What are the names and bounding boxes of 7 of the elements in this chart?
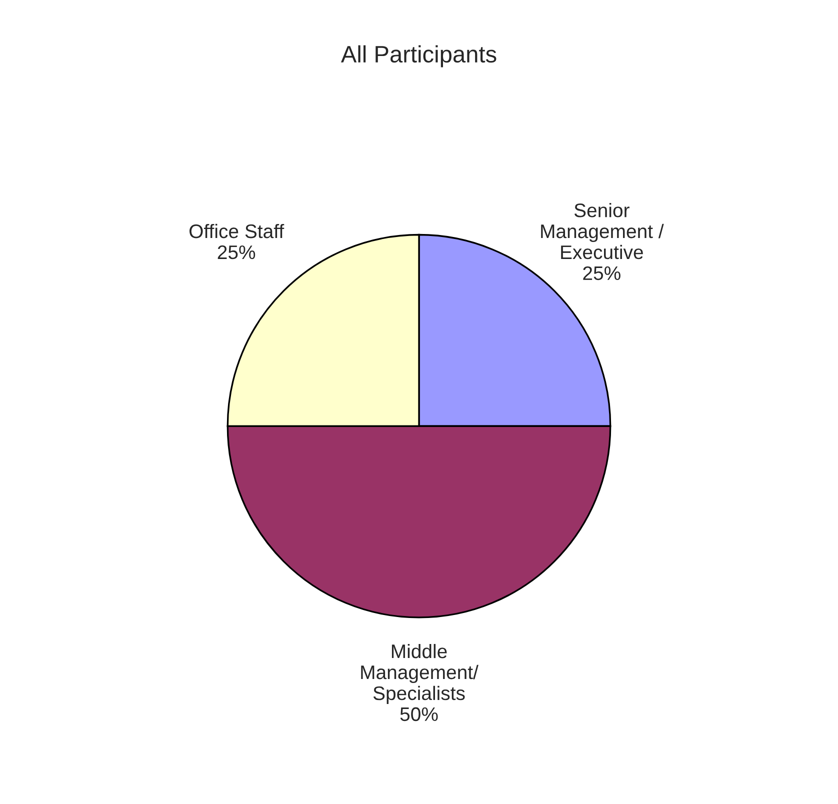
slice-label: Office Staff xyxy=(190,224,284,238)
data-label: 50% xyxy=(400,707,438,722)
data-label: 25% xyxy=(218,245,256,260)
chart-title: All Participants xyxy=(340,45,496,68)
slice-label: Senior Management / Executive xyxy=(541,202,664,260)
slice-label: Middle Management/ Specialists xyxy=(361,644,478,704)
data-label: 25% xyxy=(583,266,620,280)
